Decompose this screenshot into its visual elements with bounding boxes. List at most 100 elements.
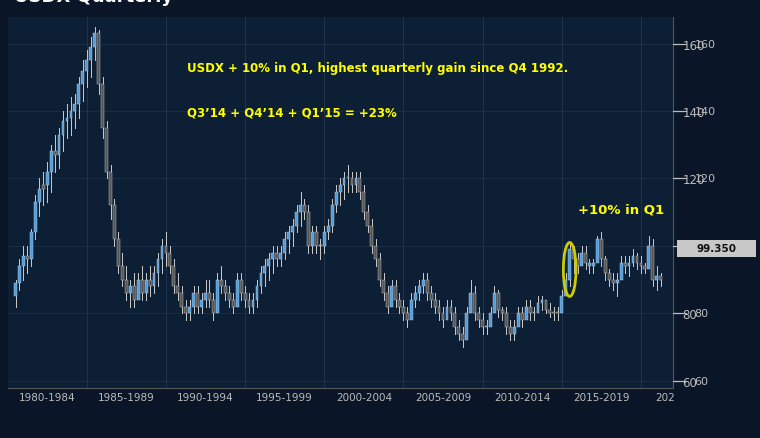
Bar xyxy=(54,152,56,155)
Bar xyxy=(188,307,191,314)
Bar xyxy=(445,307,448,320)
Bar xyxy=(370,226,373,246)
Bar xyxy=(144,280,147,293)
Text: 60: 60 xyxy=(695,376,708,386)
Bar xyxy=(153,273,156,287)
Bar xyxy=(323,233,326,246)
Bar xyxy=(208,293,211,300)
Text: 99.350: 99.350 xyxy=(696,244,736,254)
Bar xyxy=(14,283,17,297)
Bar xyxy=(22,256,25,266)
Bar xyxy=(473,293,476,314)
Bar xyxy=(497,293,500,310)
Bar xyxy=(537,304,540,314)
Bar xyxy=(438,307,441,314)
Bar xyxy=(485,326,488,327)
Bar xyxy=(228,293,231,300)
Bar xyxy=(291,226,294,233)
Bar xyxy=(363,192,366,213)
Bar xyxy=(58,135,61,155)
Bar xyxy=(331,206,334,226)
Bar xyxy=(524,307,527,320)
Bar xyxy=(434,300,436,307)
Bar xyxy=(200,300,203,307)
Bar xyxy=(46,172,49,186)
Bar xyxy=(287,233,290,240)
Bar xyxy=(232,300,235,307)
Bar xyxy=(584,253,587,263)
Bar xyxy=(513,327,516,334)
Bar xyxy=(454,314,456,327)
Text: 140: 140 xyxy=(695,107,716,117)
Bar xyxy=(105,129,108,172)
Bar xyxy=(311,233,314,246)
Bar xyxy=(204,293,207,300)
Bar xyxy=(556,313,559,314)
Bar xyxy=(481,320,484,327)
Bar xyxy=(560,297,563,314)
Bar xyxy=(426,280,429,293)
Bar xyxy=(133,287,136,300)
Bar xyxy=(592,263,595,266)
Text: +10% in Q1: +10% in Q1 xyxy=(578,203,663,215)
Text: USDX + 10% in Q1, highest quarterly gain since Q4 1992.: USDX + 10% in Q1, highest quarterly gain… xyxy=(187,62,568,75)
Bar xyxy=(113,206,116,240)
Bar xyxy=(461,334,464,340)
Bar xyxy=(639,263,642,266)
Bar xyxy=(509,327,511,334)
Bar xyxy=(564,280,567,297)
Bar xyxy=(414,293,416,300)
Bar xyxy=(327,226,330,233)
Bar xyxy=(18,266,21,283)
Bar xyxy=(493,293,496,314)
Bar xyxy=(157,260,160,273)
Bar xyxy=(343,179,346,186)
Bar xyxy=(259,273,262,287)
Bar xyxy=(394,287,397,300)
Bar xyxy=(49,152,52,172)
Bar xyxy=(359,179,361,192)
Bar xyxy=(244,293,246,300)
Bar xyxy=(469,293,472,314)
Bar xyxy=(616,280,619,283)
Bar xyxy=(410,300,413,320)
Bar xyxy=(619,263,622,280)
Bar xyxy=(386,293,389,307)
Bar xyxy=(216,280,219,314)
Bar xyxy=(378,260,381,280)
Bar xyxy=(283,240,286,253)
Bar xyxy=(89,48,92,61)
Bar xyxy=(354,179,357,186)
Bar xyxy=(429,293,432,300)
Bar xyxy=(78,85,81,105)
Bar xyxy=(252,300,255,307)
Bar xyxy=(505,314,508,327)
Bar xyxy=(374,246,377,260)
Text: Q3’14 + Q4’14 + Q1’15 = +23%: Q3’14 + Q4’14 + Q1’15 = +23% xyxy=(187,106,397,119)
Bar xyxy=(271,253,274,260)
Bar xyxy=(141,280,144,293)
Bar xyxy=(398,300,401,307)
Bar xyxy=(315,233,318,246)
Bar xyxy=(137,280,140,300)
Bar xyxy=(109,172,112,206)
Bar xyxy=(442,314,445,320)
Bar xyxy=(651,246,654,280)
Bar xyxy=(275,253,278,260)
Bar xyxy=(604,260,606,273)
Bar xyxy=(612,280,615,283)
Bar xyxy=(544,300,547,310)
Bar xyxy=(465,314,468,340)
Bar xyxy=(220,280,223,287)
Bar xyxy=(628,263,631,266)
Bar xyxy=(501,310,504,314)
Bar xyxy=(279,253,282,260)
Bar xyxy=(125,280,128,293)
Bar xyxy=(239,280,242,293)
Bar xyxy=(34,202,36,233)
Bar xyxy=(576,260,579,266)
Bar xyxy=(350,179,353,186)
Bar xyxy=(101,85,104,129)
Bar xyxy=(192,293,195,307)
Bar xyxy=(303,206,306,213)
